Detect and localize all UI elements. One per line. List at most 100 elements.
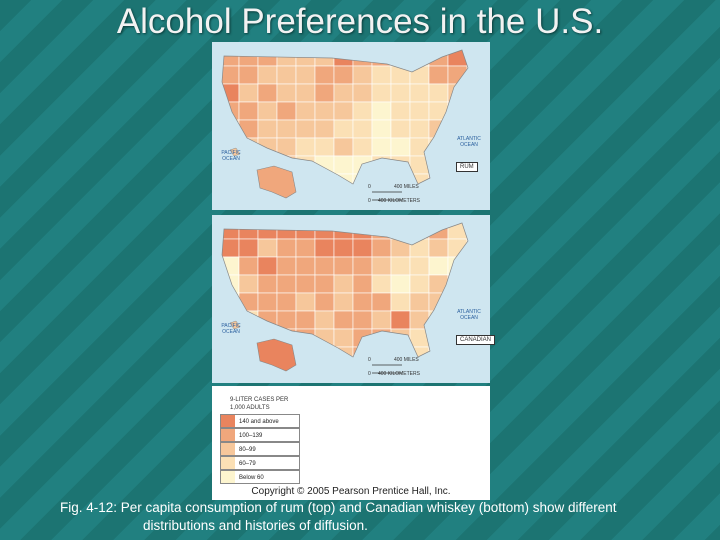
- state-region: [295, 310, 316, 330]
- state-region: [314, 101, 335, 121]
- state-region: [257, 238, 278, 258]
- state-region: [390, 119, 411, 139]
- map-panel: PACIFIC OCEAN ATLANTIC OCEAN CANADIAN 0 400 …: [212, 215, 496, 383]
- state-region: [390, 310, 411, 330]
- legend-item: 100–139: [220, 428, 300, 442]
- map-title-box: CANADIAN: [456, 335, 496, 345]
- state-region: [390, 83, 411, 103]
- state-region: [390, 101, 411, 121]
- state-region: [276, 65, 297, 85]
- state-region: [371, 310, 392, 330]
- state-region: [257, 119, 278, 139]
- legend-swatch: [221, 429, 235, 441]
- state-region: [314, 274, 335, 294]
- state-region: [352, 137, 373, 157]
- scale-miles: 400 MILES: [394, 357, 419, 363]
- state-region: [257, 274, 278, 294]
- map: [212, 42, 490, 210]
- legend-label: 100–139: [239, 433, 263, 439]
- state-region: [371, 137, 392, 157]
- map: [212, 215, 490, 383]
- state-region: [352, 274, 373, 294]
- legend-swatch: [221, 471, 235, 483]
- legend-swatch: [221, 443, 235, 455]
- state-region: [352, 256, 373, 276]
- state-region: [352, 238, 373, 258]
- state-region: [352, 101, 373, 121]
- state-region: [295, 65, 316, 85]
- state-region: [238, 83, 259, 103]
- state-region: [314, 310, 335, 330]
- state-region: [390, 292, 411, 312]
- legend-title: 9-LITER CASES PER 1,000 ADULTS: [230, 397, 289, 411]
- state-region: [352, 83, 373, 103]
- legend-label: 60–79: [239, 461, 256, 467]
- state-region: [352, 65, 373, 85]
- state-region: [333, 310, 354, 330]
- scale-km: 400 KILOMETERS: [378, 198, 420, 204]
- state-region: [295, 292, 316, 312]
- state-region: [428, 65, 449, 85]
- legend-item: Below 60: [220, 470, 300, 484]
- legend-label: Below 60: [239, 475, 264, 481]
- state-region: [257, 256, 278, 276]
- pacific-label: PACIFIC OCEAN: [221, 323, 241, 335]
- scale-miles: 400 MILES: [394, 184, 419, 190]
- state-region: [352, 310, 373, 330]
- state-region: [352, 119, 373, 139]
- state-region: [295, 83, 316, 103]
- pacific-label: PACIFIC OCEAN: [221, 150, 241, 162]
- state-region: [257, 101, 278, 121]
- state-region: [276, 292, 297, 312]
- state-region: [333, 292, 354, 312]
- state-region: [295, 256, 316, 276]
- state-region: [276, 274, 297, 294]
- caption: Fig. 4-12: Per capita consumption of rum…: [60, 500, 617, 533]
- map-panel: PACIFIC OCEAN ATLANTIC OCEAN RUM 0 400 MILES…: [212, 42, 490, 210]
- state-region: [371, 119, 392, 139]
- state-region: [428, 256, 449, 276]
- atlantic-label: ATLANTIC OCEAN: [457, 309, 481, 321]
- state-region: [257, 65, 278, 85]
- state-region: [238, 238, 259, 258]
- legend-item: 60–79: [220, 456, 300, 470]
- legend-item: 80–99: [220, 442, 300, 456]
- legend-label: 140 and above: [239, 419, 279, 425]
- state-region: [371, 292, 392, 312]
- state-region: [371, 256, 392, 276]
- state-region: [314, 137, 335, 157]
- state-region: [314, 238, 335, 258]
- state-region: [238, 65, 259, 85]
- legend: 9-LITER CASES PER 1,000 ADULTS 140 and a…: [212, 386, 490, 490]
- hawaii: [229, 320, 241, 330]
- scale-km: 400 KILOMETERS: [378, 371, 420, 377]
- state-region: [333, 256, 354, 276]
- slide-title: Alcohol Preferences in the U.S.: [116, 2, 604, 41]
- state-region: [314, 119, 335, 139]
- state-region: [428, 238, 449, 258]
- scale-zero: 0: [368, 357, 371, 363]
- state-region: [409, 274, 430, 294]
- atlantic-label: ATLANTIC OCEAN: [457, 136, 481, 148]
- state-region: [257, 83, 278, 103]
- state-region: [333, 83, 354, 103]
- alaska: [256, 338, 297, 372]
- state-region: [371, 101, 392, 121]
- state-region: [276, 238, 297, 258]
- state-region: [238, 274, 259, 294]
- state-region: [295, 238, 316, 258]
- state-region: [371, 238, 392, 258]
- state-region: [371, 274, 392, 294]
- state-region: [276, 119, 297, 139]
- state-region: [390, 256, 411, 276]
- state-region: [314, 292, 335, 312]
- state-region: [257, 292, 278, 312]
- state-region: [295, 119, 316, 139]
- legend-swatch: [221, 415, 235, 427]
- hawaii: [229, 147, 241, 157]
- scale-zero: 0: [368, 198, 371, 204]
- state-region: [371, 83, 392, 103]
- state-region: [333, 119, 354, 139]
- state-region: [409, 256, 430, 276]
